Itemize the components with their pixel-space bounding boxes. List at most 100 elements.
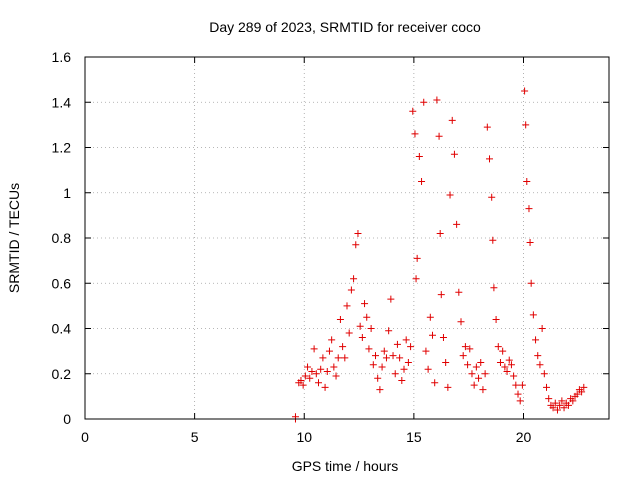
data-point [564, 401, 572, 409]
data-points [291, 87, 588, 423]
y-tick-label: 1.4 [52, 94, 72, 110]
x-tick-label: 15 [406, 429, 422, 445]
data-point [534, 352, 542, 360]
data-point [297, 377, 305, 385]
data-point [490, 284, 498, 292]
data-point [514, 390, 522, 398]
data-point [431, 379, 439, 387]
y-tick-label: 1.2 [52, 140, 72, 156]
x-axis-label: GPS time / hours [292, 458, 399, 474]
data-point [466, 345, 474, 353]
data-point [398, 377, 406, 385]
data-point [317, 365, 325, 373]
data-point [488, 193, 496, 201]
y-tick-label: 1.6 [52, 49, 72, 65]
data-point [525, 205, 533, 213]
data-point [450, 150, 458, 158]
data-point [543, 383, 551, 391]
y-tick-labels: 0 0.2 0.4 0.6 0.8 1 1.2 1.4 1.6 [52, 49, 72, 427]
data-point [536, 361, 544, 369]
data-point [436, 229, 444, 237]
data-point [350, 275, 358, 283]
data-point [499, 347, 507, 355]
data-point [387, 295, 395, 303]
data-point [455, 288, 463, 296]
x-tick-label: 10 [296, 429, 312, 445]
data-point [369, 361, 377, 369]
data-point [448, 116, 456, 124]
data-point [556, 401, 564, 409]
data-point [558, 397, 566, 405]
data-point [435, 132, 443, 140]
data-point [308, 367, 316, 375]
chart-title: Day 289 of 2023, SRMTID for receiver coc… [209, 19, 481, 35]
data-point [332, 372, 340, 380]
x-tick-label: 5 [191, 429, 199, 445]
data-point [314, 379, 322, 387]
data-point [507, 361, 515, 369]
data-point [347, 286, 355, 294]
data-point [505, 356, 513, 364]
data-point [312, 370, 320, 378]
data-point [325, 347, 333, 355]
data-point [492, 315, 500, 323]
data-point [376, 386, 384, 394]
data-point [512, 381, 520, 389]
data-point [551, 399, 559, 407]
data-point [334, 354, 342, 362]
data-point [404, 358, 412, 366]
data-point [461, 343, 469, 351]
data-point [343, 302, 351, 310]
data-point [396, 354, 404, 362]
data-point [374, 374, 382, 382]
x-tick-labels: 0 5 10 15 20 [81, 429, 531, 445]
data-point [422, 347, 430, 355]
data-point [553, 406, 561, 414]
data-point [472, 363, 480, 371]
data-point [516, 397, 524, 405]
data-point [503, 367, 511, 375]
data-point [529, 311, 537, 319]
data-point [496, 358, 504, 366]
data-point [328, 336, 336, 344]
data-point [385, 327, 393, 335]
data-point [352, 241, 360, 249]
data-point [400, 365, 408, 373]
data-point [439, 334, 447, 342]
data-point [339, 343, 347, 351]
data-point [345, 329, 353, 337]
data-point [560, 404, 568, 412]
data-point [402, 336, 410, 344]
data-point [477, 358, 485, 366]
data-point [538, 325, 546, 332]
data-point [523, 177, 531, 185]
data-point [382, 354, 390, 362]
data-point [468, 370, 476, 378]
data-point [545, 395, 553, 403]
data-point [481, 370, 489, 378]
data-point [475, 374, 483, 382]
data-point [457, 318, 465, 326]
data-point [372, 352, 380, 360]
data-point [470, 381, 478, 389]
data-point [573, 390, 581, 398]
data-point [407, 343, 415, 351]
y-tick-label: 0 [63, 411, 71, 427]
data-point [429, 331, 437, 339]
data-point [433, 96, 441, 104]
data-point [418, 177, 426, 185]
data-point [409, 107, 417, 115]
y-tick-label: 0.6 [52, 275, 72, 291]
data-point [479, 386, 487, 394]
data-point [446, 191, 454, 199]
data-point [341, 354, 349, 362]
data-point [361, 300, 369, 308]
data-point [540, 370, 548, 378]
data-point [426, 313, 434, 321]
data-point [378, 363, 386, 371]
data-point [358, 334, 366, 342]
data-point [356, 322, 364, 330]
data-point [489, 236, 497, 244]
data-point [304, 363, 312, 371]
data-point [301, 372, 309, 380]
